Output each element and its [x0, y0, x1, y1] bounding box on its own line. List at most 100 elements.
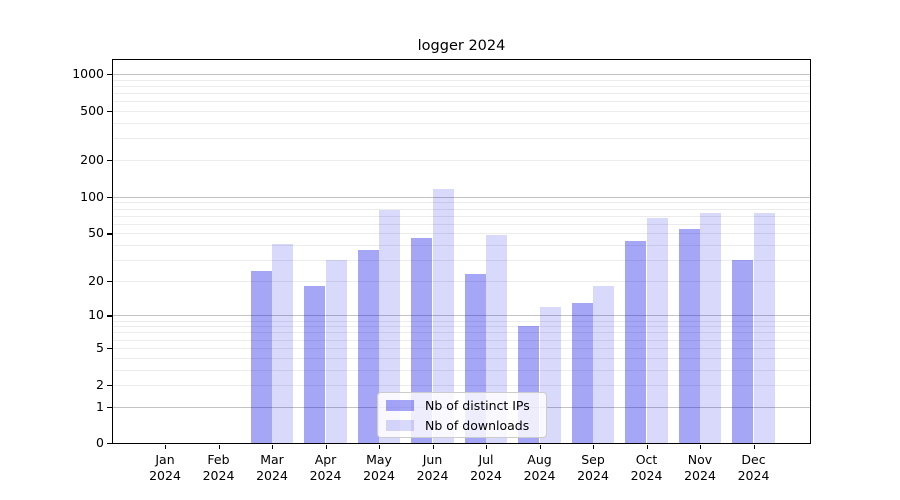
x-tick-label-jul: Jul 2024 [470, 452, 502, 483]
chart-title: logger 2024 [417, 38, 506, 54]
y-tick-label-1000: 1000 [72, 65, 104, 81]
y-tick [107, 406, 112, 408]
gridline-minor [113, 122, 810, 124]
bar-downloads-jun [432, 188, 454, 443]
bar-downloads-nov [700, 212, 722, 443]
x-tick [593, 444, 595, 449]
x-tick [646, 444, 648, 449]
gridline-minor [113, 101, 810, 103]
gridline-minor [113, 215, 810, 217]
gridline-minor [113, 208, 810, 210]
bar-downloads-mar [272, 243, 294, 443]
y-tick [107, 196, 112, 198]
y-tick-label-100: 100 [80, 188, 104, 204]
x-tick [486, 444, 488, 449]
x-tick-label-jun: Jun 2024 [416, 452, 449, 483]
bar-downloads-oct [646, 217, 668, 443]
y-tick-label-10: 10 [88, 307, 104, 323]
bar-downloads-apr [325, 259, 347, 443]
y-tick [107, 315, 112, 317]
gridline-minor [113, 202, 810, 204]
y-tick [107, 159, 112, 162]
legend-swatch-downloads [386, 419, 414, 431]
plot-area [113, 60, 810, 443]
gridline-minor [113, 223, 810, 225]
legend-swatch-distinct-ips [386, 399, 414, 411]
legend: Nb of distinct IPs Nb of downloads [377, 392, 547, 438]
gridline-minor [113, 357, 810, 359]
bar-downloads-sep [593, 286, 615, 443]
gridline-minor [113, 92, 810, 94]
y-tick-label-5: 5 [96, 339, 104, 355]
x-tick [272, 444, 274, 449]
bar-distinct-ips-apr [304, 286, 326, 443]
gridline-major [113, 73, 810, 75]
legend-label-downloads: Nb of downloads [425, 417, 530, 433]
gridline-minor [113, 85, 810, 87]
x-tick-label-nov: Nov 2024 [684, 452, 716, 483]
bar-distinct-ips-jun [411, 237, 433, 443]
gridline-minor [113, 138, 810, 140]
gridline-minor [113, 369, 810, 371]
gridline-minor [113, 79, 810, 81]
y-tick [107, 233, 112, 235]
x-tick-label-feb: Feb 2024 [202, 452, 235, 483]
y-tick [107, 385, 112, 387]
gridline-major [113, 315, 810, 317]
gridline-minor [113, 320, 810, 322]
y-tick [107, 73, 112, 76]
x-tick-label-aug: Aug 2024 [523, 452, 556, 483]
bar-distinct-ips-sep [571, 302, 593, 443]
legend-label-distinct-ips: Nb of distinct IPs [425, 397, 530, 413]
y-tick-label-50: 50 [88, 225, 104, 241]
y-tick-label-20: 20 [88, 272, 104, 288]
x-tick [753, 444, 755, 449]
x-tick [432, 444, 434, 449]
y-tick [107, 347, 112, 350]
bar-distinct-ips-mar [250, 271, 272, 443]
bar-distinct-ips-nov [678, 229, 700, 443]
bar-distinct-ips-may [357, 250, 379, 443]
y-tick-label-500: 500 [80, 102, 104, 118]
bar-distinct-ips-oct [625, 241, 647, 443]
x-tick [700, 444, 702, 449]
gridline-minor [113, 233, 810, 235]
bar-downloads-dec [753, 213, 775, 443]
bar-downloads-may [379, 209, 401, 443]
y-tick-label-1: 1 [96, 398, 104, 414]
y-tick [107, 280, 112, 283]
legend-entry-distinct-ips: Nb of distinct IPs [386, 397, 546, 414]
x-tick-label-mar: Mar 2024 [256, 452, 288, 483]
gridline-major [113, 196, 810, 198]
x-tick-label-sep: Sep 2024 [577, 452, 609, 483]
x-tick-label-jan: Jan 2024 [149, 452, 181, 483]
x-tick-label-oct: Oct 2024 [630, 452, 663, 483]
bar-distinct-ips-dec [732, 259, 754, 443]
x-tick-label-may: May 2024 [363, 452, 395, 483]
y-tick-label-2: 2 [96, 377, 104, 392]
gridline-minor [113, 259, 810, 261]
gridline-minor [113, 159, 810, 161]
gridline-minor [113, 339, 810, 341]
gridline-minor [113, 110, 810, 112]
y-tick-label-0: 0 [96, 434, 104, 450]
gridline-minor [113, 385, 810, 386]
x-tick [325, 444, 327, 449]
bar-downloads-jul [486, 235, 508, 443]
gridline-minor [113, 244, 810, 246]
y-tick [107, 110, 112, 113]
x-tick [539, 444, 541, 449]
y-tick-label-200: 200 [80, 151, 104, 167]
gridline-minor [113, 326, 810, 328]
x-tick-label-dec: Dec 2024 [737, 452, 770, 483]
x-tick [379, 444, 381, 449]
x-tick [165, 444, 167, 449]
y-tick [107, 442, 112, 444]
legend-entry-downloads: Nb of downloads [386, 417, 546, 434]
x-tick [218, 444, 220, 449]
gridline-minor [113, 332, 810, 334]
x-tick-label-apr: Apr 2024 [309, 452, 342, 483]
gridline-minor [113, 347, 810, 349]
gridline-minor [113, 280, 810, 282]
